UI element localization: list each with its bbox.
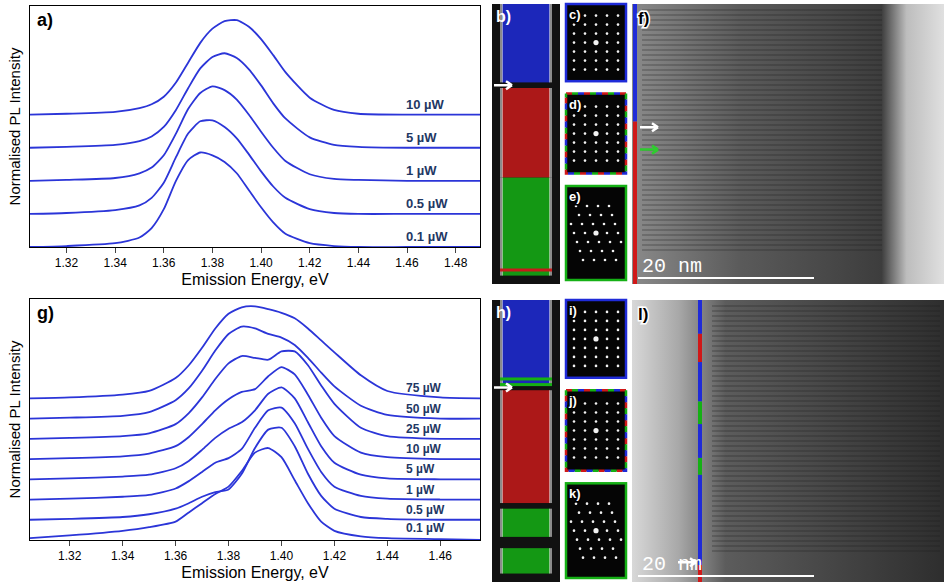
svg-text:i): i) [569, 303, 577, 318]
svg-text:10 µW: 10 µW [406, 442, 442, 456]
svg-text:Normalised PL Intensity: Normalised PL Intensity [6, 47, 23, 205]
svg-text:j): j) [568, 393, 577, 408]
svg-text:1.42: 1.42 [323, 549, 347, 563]
svg-text:g): g) [37, 303, 54, 323]
svg-text:1.32: 1.32 [58, 549, 82, 563]
svg-text:0.5 µW: 0.5 µW [406, 503, 445, 517]
svg-text:0.5 µW: 0.5 µW [406, 196, 448, 211]
svg-text:50 µW: 50 µW [406, 402, 442, 416]
svg-text:e): e) [569, 189, 581, 204]
svg-text:1.42: 1.42 [298, 256, 322, 270]
svg-text:Emission Energy, eV: Emission Energy, eV [181, 271, 329, 288]
svg-text:b): b) [496, 8, 511, 25]
svg-text:c): c) [569, 7, 581, 22]
svg-text:Normalised PL Intensity: Normalised PL Intensity [6, 340, 23, 498]
svg-text:l): l) [638, 305, 648, 324]
svg-text:1.46: 1.46 [395, 256, 419, 270]
svg-text:20 nm: 20 nm [642, 553, 702, 576]
svg-text:1.36: 1.36 [152, 256, 176, 270]
svg-text:1.44: 1.44 [347, 256, 371, 270]
svg-text:1 µW: 1 µW [406, 163, 437, 178]
svg-text:75 µW: 75 µW [406, 381, 442, 395]
svg-text:a): a) [37, 10, 53, 30]
svg-text:10 µW: 10 µW [406, 97, 445, 112]
svg-text:1.38: 1.38 [217, 549, 241, 563]
svg-text:1.34: 1.34 [111, 549, 135, 563]
svg-text:h): h) [496, 304, 511, 321]
svg-text:Emission Energy, eV: Emission Energy, eV [181, 564, 329, 581]
svg-text:1.40: 1.40 [249, 256, 273, 270]
svg-text:5 µW: 5 µW [406, 130, 437, 145]
svg-text:d): d) [569, 97, 581, 112]
svg-text:1.36: 1.36 [164, 549, 188, 563]
svg-text:k): k) [569, 486, 581, 501]
svg-text:25 µW: 25 µW [406, 422, 442, 436]
svg-text:1.46: 1.46 [429, 549, 453, 563]
svg-text:0.1 µW: 0.1 µW [406, 229, 448, 244]
svg-text:0.1 µW: 0.1 µW [406, 521, 445, 535]
svg-text:1.44: 1.44 [376, 549, 400, 563]
svg-text:20 nm: 20 nm [642, 255, 702, 278]
svg-text:f): f) [638, 9, 649, 28]
svg-text:1.34: 1.34 [103, 256, 127, 270]
svg-text:5 µW: 5 µW [406, 462, 435, 476]
svg-text:1.32: 1.32 [55, 256, 79, 270]
svg-text:1.48: 1.48 [444, 256, 468, 270]
svg-text:1.40: 1.40 [270, 549, 294, 563]
svg-text:1.38: 1.38 [201, 256, 225, 270]
svg-text:1 µW: 1 µW [406, 483, 435, 497]
